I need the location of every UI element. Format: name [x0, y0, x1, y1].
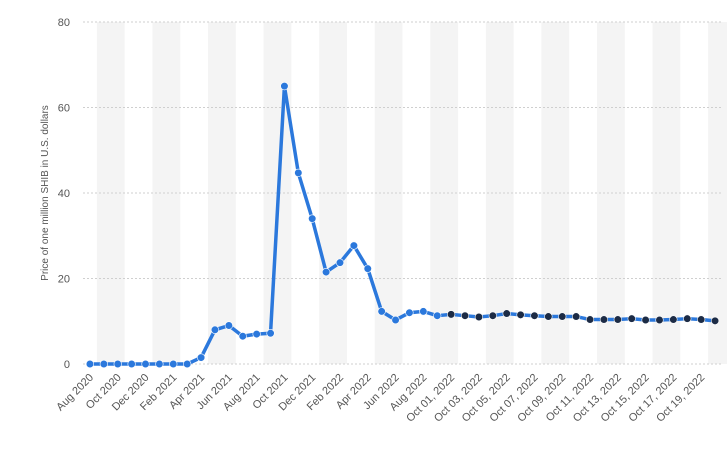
data-point [141, 359, 150, 369]
band [708, 22, 727, 364]
data-point [391, 315, 400, 325]
y-tick-label: 80 [58, 17, 70, 29]
data-point [349, 241, 358, 250]
data-point [710, 316, 720, 325]
y-axis-label: Price of one million SHIB in U.S. dollar… [40, 105, 51, 281]
data-point [655, 315, 664, 325]
data-point [280, 82, 289, 91]
data-point [210, 325, 220, 334]
data-point [224, 321, 233, 330]
data-point [252, 329, 261, 339]
series-line [89, 84, 716, 366]
data-point [294, 168, 303, 178]
data-point [363, 264, 372, 273]
data-point [405, 308, 414, 317]
data-point [502, 309, 511, 318]
data-point [238, 332, 247, 341]
y-tick-label: 60 [58, 103, 70, 115]
data-point [627, 314, 636, 323]
y-tick-label: 0 [64, 359, 70, 371]
data-point [474, 312, 484, 322]
y-tick-label: 40 [58, 188, 70, 200]
data-point [155, 359, 164, 369]
y-tick-label: 20 [58, 274, 70, 286]
data-point [433, 311, 442, 320]
data-point [196, 353, 206, 362]
data-point [599, 315, 609, 324]
data-point [669, 315, 678, 324]
data-point [113, 359, 122, 369]
data-point [530, 311, 539, 320]
data-point [544, 312, 553, 321]
data-point [697, 315, 706, 324]
data-point [447, 310, 456, 319]
data-point [99, 359, 108, 369]
data-point [127, 359, 136, 369]
data-point [572, 312, 581, 321]
data-point [335, 258, 345, 267]
data-point [488, 311, 497, 320]
data-point [377, 307, 386, 316]
data-point [321, 267, 331, 277]
data-point [169, 359, 178, 369]
data-point [585, 315, 595, 324]
data-point [85, 359, 95, 369]
data-point [613, 315, 622, 324]
data-point [266, 329, 275, 338]
data-point [516, 310, 525, 319]
data-point [419, 307, 428, 316]
data-point [183, 359, 192, 369]
data-point [308, 214, 317, 223]
data-point [683, 314, 692, 323]
data-point [641, 315, 650, 325]
data-point [460, 311, 470, 320]
data-point [558, 312, 567, 321]
